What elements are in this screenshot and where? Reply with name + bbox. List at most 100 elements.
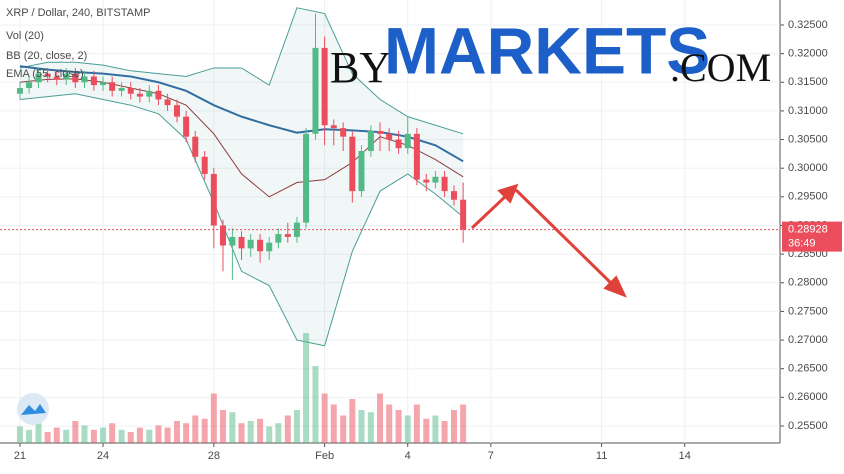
candle-body — [367, 130, 374, 152]
candle-body — [460, 199, 467, 230]
candle-body — [257, 239, 264, 252]
bb-lower — [19, 93, 464, 347]
candle-body — [229, 236, 236, 246]
candle-body — [284, 234, 291, 237]
plot — [0, 7, 780, 443]
volume-bar — [432, 415, 439, 443]
volume-bar — [173, 421, 180, 443]
candle-body — [72, 73, 79, 83]
candle-body — [377, 130, 384, 134]
candle-body — [53, 76, 60, 80]
candle-body — [386, 133, 393, 140]
candle-body — [358, 151, 365, 192]
volume-bar — [377, 393, 384, 443]
volume-bar — [284, 415, 291, 443]
candle-body — [109, 82, 116, 91]
y-tick-label: 0.30500 — [788, 133, 828, 145]
x-tick-label: 21 — [14, 450, 26, 462]
volume-bar — [118, 429, 125, 443]
candle-body — [81, 76, 88, 83]
y-tick-label: 0.26000 — [788, 391, 828, 403]
volume-bar — [136, 427, 143, 443]
volume-bar — [192, 415, 199, 443]
volume-bar — [266, 426, 273, 443]
volume-bar — [303, 333, 310, 443]
candle-body — [432, 176, 439, 183]
volume-bar — [219, 410, 226, 443]
candle-body — [201, 156, 208, 174]
candle-body — [155, 90, 162, 100]
volume-bar — [321, 393, 328, 443]
candle-body — [127, 87, 134, 94]
volume-bar — [386, 404, 393, 443]
chart-title: XRP / Dollar, 240, BITSTAMP — [6, 7, 150, 19]
volume-bar — [53, 427, 60, 443]
x-tick-label: 11 — [596, 450, 607, 462]
grid — [0, 0, 780, 443]
candle-body — [247, 239, 254, 249]
candle-body — [441, 176, 448, 192]
candle-body — [423, 179, 430, 183]
candle-body — [330, 125, 337, 129]
candle-body — [118, 87, 125, 91]
volume-bar — [238, 423, 245, 443]
candle-body — [404, 133, 411, 149]
volume-bar — [210, 393, 217, 443]
volume-bar — [44, 432, 51, 443]
candle-body — [100, 82, 107, 86]
candle-body — [238, 236, 245, 249]
y-tick-label: 0.26500 — [788, 363, 828, 375]
volume-bar — [441, 421, 448, 443]
price-tag — [782, 221, 842, 252]
volume-bar — [330, 404, 337, 443]
volume-bar — [109, 423, 116, 443]
watermark-by: BY — [330, 43, 391, 92]
candle-body — [90, 76, 97, 86]
candle-body — [349, 136, 356, 192]
volume-bar — [201, 418, 208, 443]
volume-bar — [293, 410, 300, 443]
volume-bar — [183, 423, 190, 443]
y-tick-label: 0.30000 — [788, 162, 828, 174]
volume-bar — [275, 423, 282, 443]
volume-bar — [26, 429, 33, 443]
volume-bar — [35, 423, 42, 443]
y-tick-label: 0.31500 — [788, 76, 828, 88]
y-tick-label: 0.29500 — [788, 191, 828, 203]
volume-bar — [312, 366, 319, 443]
candle-body — [340, 128, 347, 137]
forecast-arrows — [470, 183, 627, 298]
volume-bar — [395, 410, 402, 443]
volume-bar — [63, 429, 70, 443]
candle-body — [146, 90, 153, 97]
volume-bar — [460, 404, 467, 443]
candle-body — [35, 73, 42, 83]
candle-body — [266, 242, 273, 252]
volume-bar — [127, 432, 134, 443]
candle-body — [164, 99, 171, 106]
volume-bar — [340, 415, 347, 443]
volume-bar — [450, 410, 457, 443]
candle-body — [26, 82, 33, 88]
volume-bar — [413, 404, 420, 443]
volume-bar — [90, 429, 97, 443]
candle-body — [395, 139, 402, 149]
volume-bar — [367, 412, 374, 443]
volume-bar — [81, 425, 88, 443]
price-tag-label: 0.28928 — [788, 224, 828, 236]
candle-body — [136, 93, 143, 97]
watermark-name: MARKETS — [384, 13, 710, 87]
x-tick-label: Feb — [315, 450, 334, 462]
candle-body — [275, 234, 282, 243]
candle-body — [303, 133, 310, 223]
candle-body — [16, 87, 23, 94]
bb-upper — [19, 7, 464, 135]
volume-bar — [164, 427, 171, 443]
candle-body — [63, 73, 70, 80]
candle-body — [192, 136, 199, 157]
y-tick-label: 0.31000 — [788, 105, 828, 117]
volume-bar — [423, 418, 430, 443]
y-tick-label: 0.27000 — [788, 334, 828, 346]
